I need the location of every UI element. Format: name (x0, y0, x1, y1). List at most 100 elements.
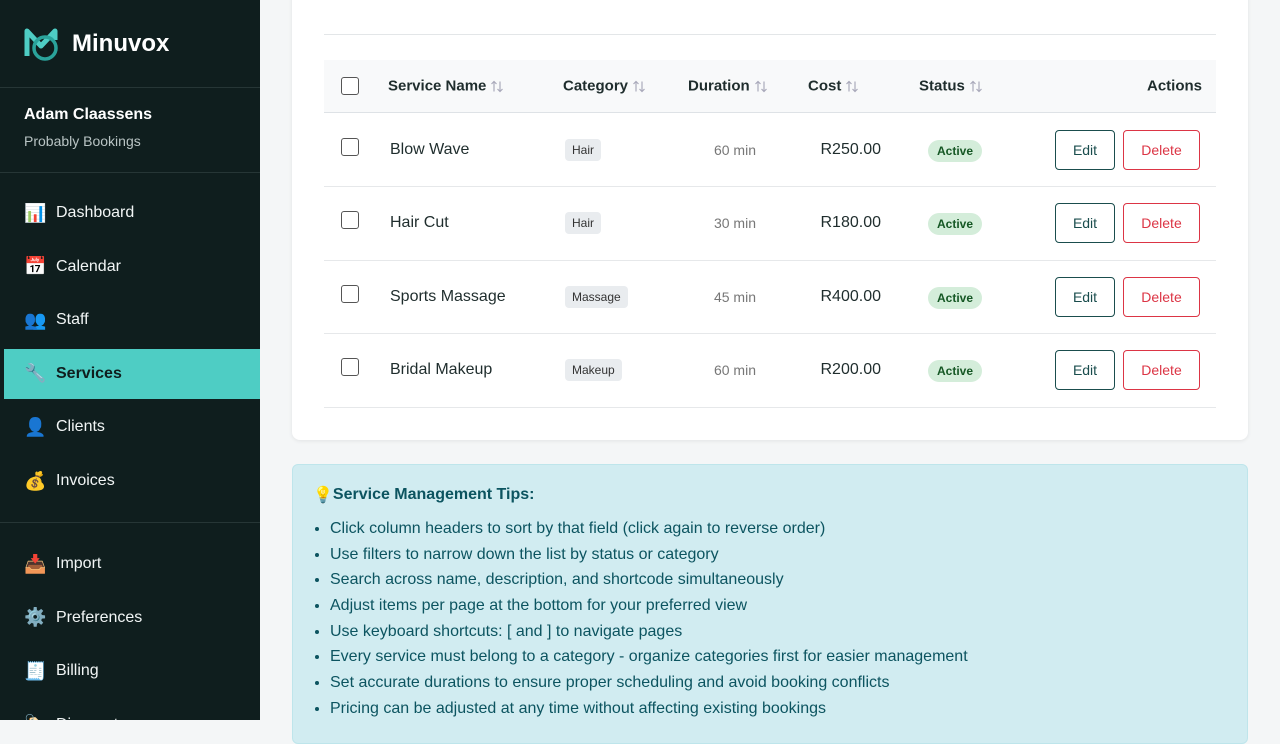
cell (341, 137, 359, 156)
nav-item[interactable]: 💰 Invoices (4, 456, 260, 506)
nav-icon: 👥 (24, 309, 47, 330)
service-name: Blow Wave (390, 140, 470, 158)
cost: R180.00 (820, 214, 882, 231)
cell: Makeup (565, 359, 622, 381)
cost: R250.00 (820, 140, 882, 158)
column-title: Status (919, 77, 965, 95)
tips-box: 💡Service Management Tips: Click column h… (292, 464, 1248, 744)
column-header[interactable]: Service Name (388, 78, 504, 95)
sort-icon (846, 80, 859, 92)
nav-item[interactable]: 🧾 Billing (4, 646, 260, 696)
divider (0, 522, 260, 523)
column-header[interactable]: Cost (808, 78, 859, 95)
sort-icon (969, 80, 982, 92)
column-title: Duration (688, 77, 750, 95)
cost: R400.00 (820, 287, 882, 305)
select-all-checkbox[interactable] (341, 77, 359, 95)
tips-heading: Service Management Tips: (332, 486, 535, 503)
category-badge: Makeup (565, 359, 622, 381)
cell: Active (928, 286, 983, 309)
nav-icon: 🧾 (24, 660, 47, 681)
column-header[interactable]: Status (919, 78, 983, 95)
tips-icon: 💡 (313, 487, 333, 504)
divider (324, 34, 1216, 35)
column-title: Cost (808, 77, 842, 95)
brand[interactable]: Minuvox (24, 24, 169, 64)
nav-label: Staff (56, 311, 89, 329)
cell: Massage (565, 285, 628, 308)
table-header: Service Name Category Duration Cost Status Ac… (324, 60, 1216, 113)
nav-item[interactable]: 👥 Staff (4, 295, 260, 345)
nav-item[interactable]: 👤 Clients (4, 402, 260, 452)
table-row: Sports Massage Massage 45 min R400.00 Active… (324, 260, 1216, 334)
row-checkbox[interactable] (341, 211, 359, 229)
brand-name: Minuvox (72, 30, 170, 57)
status-badge: Active (928, 139, 983, 162)
duration: 45 min (713, 288, 756, 305)
divider (0, 172, 260, 173)
nav-icon: 🏷️ (24, 714, 56, 720)
nav-icon: 🔧 (24, 363, 47, 384)
table-row: Bridal Makeup Makeup 60 min R200.00 Active Ed… (324, 334, 1216, 408)
cell (341, 358, 359, 376)
header-cell (341, 77, 359, 95)
cell: Hair (565, 138, 602, 161)
delete-button[interactable]: Delete (1123, 203, 1200, 243)
status-badge: Active (928, 213, 983, 235)
tip-item: Click column headers to sort by that fie… (330, 516, 1227, 542)
nav-icon: 💰 (24, 470, 47, 491)
cell (341, 284, 359, 303)
nav-item[interactable]: 📅 Calendar (4, 242, 260, 292)
tip-item: Use keyboard shortcuts: [ and ] to navig… (330, 619, 1227, 645)
column-title: Actions (1146, 77, 1202, 95)
nav-label: Services (56, 364, 122, 382)
row-checkbox[interactable] (341, 358, 359, 376)
nav-item[interactable]: 🔧 Services (4, 348, 260, 399)
nav-label: Invoices (56, 472, 115, 489)
user-info: Adam Claassens Probably Bookings (24, 106, 152, 149)
edit-button[interactable]: Edit (1055, 203, 1115, 243)
service-name: Bridal Makeup (390, 361, 493, 378)
service-name: Sports Massage (390, 287, 506, 305)
row-checkbox[interactable] (341, 284, 359, 303)
cell: Active (928, 139, 983, 162)
tip-item: Adjust items per page at the bottom for … (330, 593, 1227, 619)
row-checkbox[interactable] (341, 137, 359, 156)
column-header[interactable]: Duration (688, 78, 768, 95)
cell (341, 211, 359, 229)
column-title: Category (563, 77, 629, 95)
sort-icon (491, 80, 504, 92)
logo (24, 28, 58, 61)
business-name: Probably Bookings (24, 133, 141, 149)
status-badge: Active (928, 360, 983, 382)
nav-icon: ⚙️ (24, 607, 47, 628)
cell: Hair (565, 212, 602, 234)
sidebar: Minuvox Adam Claassens Probably Bookings… (0, 0, 260, 720)
delete-button[interactable]: Delete (1123, 276, 1200, 317)
column-header[interactable]: Category (563, 78, 646, 95)
nav-item[interactable]: 📊 Dashboard (4, 188, 260, 238)
cost: R200.00 (820, 361, 882, 378)
delete-button[interactable]: Delete (1123, 350, 1200, 390)
table-row: Blow Wave Hair 60 min R250.00 Active Edit Dele… (324, 113, 1216, 187)
category-badge: Hair (565, 212, 602, 234)
delete-button[interactable]: Delete (1123, 129, 1200, 170)
column-title: Service Name (388, 77, 487, 95)
category-badge: Massage (565, 285, 628, 308)
tip-item: Use filters to narrow down the list by s… (330, 542, 1227, 568)
table-row: Hair Cut Hair 30 min R180.00 Active Edit Delet… (324, 187, 1216, 261)
nav-label: Dashboard (56, 204, 135, 221)
nav-item[interactable]: 🏷️Discounts (4, 700, 260, 720)
nav-label: Preferences (56, 608, 143, 626)
service-name: Hair Cut (390, 214, 449, 231)
divider (0, 87, 260, 88)
tips-title: 💡 Service Management Tips: (313, 484, 1227, 506)
cell: Edit Delete (1055, 203, 1200, 243)
edit-button[interactable]: Edit (1055, 129, 1115, 170)
nav-item[interactable]: 📥 Import (4, 539, 260, 589)
nav-item[interactable]: ⚙️ Preferences (4, 593, 260, 643)
nav-label: Import (56, 555, 102, 572)
edit-button[interactable]: Edit (1055, 276, 1115, 317)
sort-icon (754, 80, 767, 92)
edit-button[interactable]: Edit (1055, 350, 1115, 390)
